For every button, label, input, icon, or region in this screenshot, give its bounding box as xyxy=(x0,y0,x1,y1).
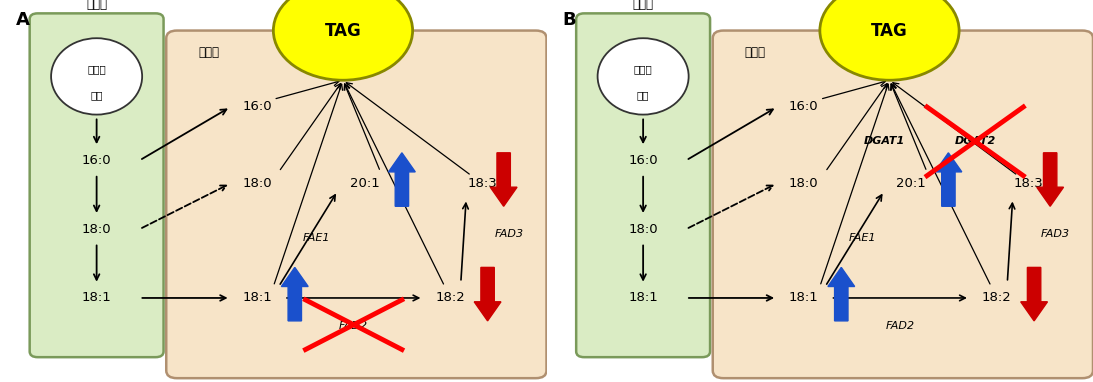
Text: 소포체: 소포체 xyxy=(199,46,220,59)
Text: DGAT1: DGAT1 xyxy=(863,136,905,146)
Text: 18:1: 18:1 xyxy=(628,291,658,304)
Text: B: B xyxy=(563,11,576,29)
Text: FAD3: FAD3 xyxy=(1041,229,1070,239)
Text: 18:0: 18:0 xyxy=(628,223,658,236)
Text: 18:2: 18:2 xyxy=(982,291,1011,304)
Text: 18:0: 18:0 xyxy=(82,223,111,236)
FancyArrow shape xyxy=(474,267,501,321)
Text: FAD2: FAD2 xyxy=(339,321,368,331)
Text: 엽록체: 엽록체 xyxy=(633,0,654,11)
FancyArrow shape xyxy=(1021,267,1047,321)
FancyArrow shape xyxy=(491,153,517,206)
Text: FAE1: FAE1 xyxy=(303,233,330,243)
Text: 합성: 합성 xyxy=(637,91,649,100)
Text: 18:2: 18:2 xyxy=(435,291,465,304)
FancyBboxPatch shape xyxy=(576,13,710,357)
FancyArrow shape xyxy=(388,153,415,206)
Text: 16:0: 16:0 xyxy=(628,154,658,167)
Text: TAG: TAG xyxy=(871,21,908,40)
Text: 16:0: 16:0 xyxy=(82,154,111,167)
FancyArrow shape xyxy=(281,267,308,321)
Text: A: A xyxy=(16,11,31,29)
Ellipse shape xyxy=(273,0,413,80)
FancyBboxPatch shape xyxy=(30,13,164,357)
Text: 16:0: 16:0 xyxy=(789,100,819,113)
Text: 합성: 합성 xyxy=(91,91,103,100)
Ellipse shape xyxy=(598,38,689,115)
FancyArrow shape xyxy=(1037,153,1063,206)
FancyArrow shape xyxy=(935,153,962,206)
Text: DGAT2: DGAT2 xyxy=(954,136,996,146)
Text: 16:0: 16:0 xyxy=(243,100,272,113)
FancyBboxPatch shape xyxy=(713,31,1093,378)
Text: 18:1: 18:1 xyxy=(82,291,111,304)
Text: FAD3: FAD3 xyxy=(494,229,524,239)
Ellipse shape xyxy=(820,0,960,80)
FancyBboxPatch shape xyxy=(166,31,546,378)
Text: 18:0: 18:0 xyxy=(243,177,272,190)
Text: 지방산: 지방산 xyxy=(87,64,106,74)
Text: 엽록체: 엽록체 xyxy=(86,0,107,11)
Text: FAE1: FAE1 xyxy=(849,233,877,243)
Text: 20:1: 20:1 xyxy=(896,177,926,190)
Text: 18:1: 18:1 xyxy=(789,291,819,304)
Text: 20:1: 20:1 xyxy=(350,177,379,190)
Text: 18:3: 18:3 xyxy=(468,177,497,190)
Text: 18:1: 18:1 xyxy=(243,291,272,304)
Text: 18:0: 18:0 xyxy=(789,177,819,190)
Text: 소포체: 소포체 xyxy=(745,46,766,59)
Ellipse shape xyxy=(51,38,142,115)
Text: 지방산: 지방산 xyxy=(634,64,653,74)
Text: TAG: TAG xyxy=(325,21,362,40)
FancyArrow shape xyxy=(827,267,855,321)
Text: 18:3: 18:3 xyxy=(1014,177,1044,190)
Text: FAD2: FAD2 xyxy=(885,321,915,331)
